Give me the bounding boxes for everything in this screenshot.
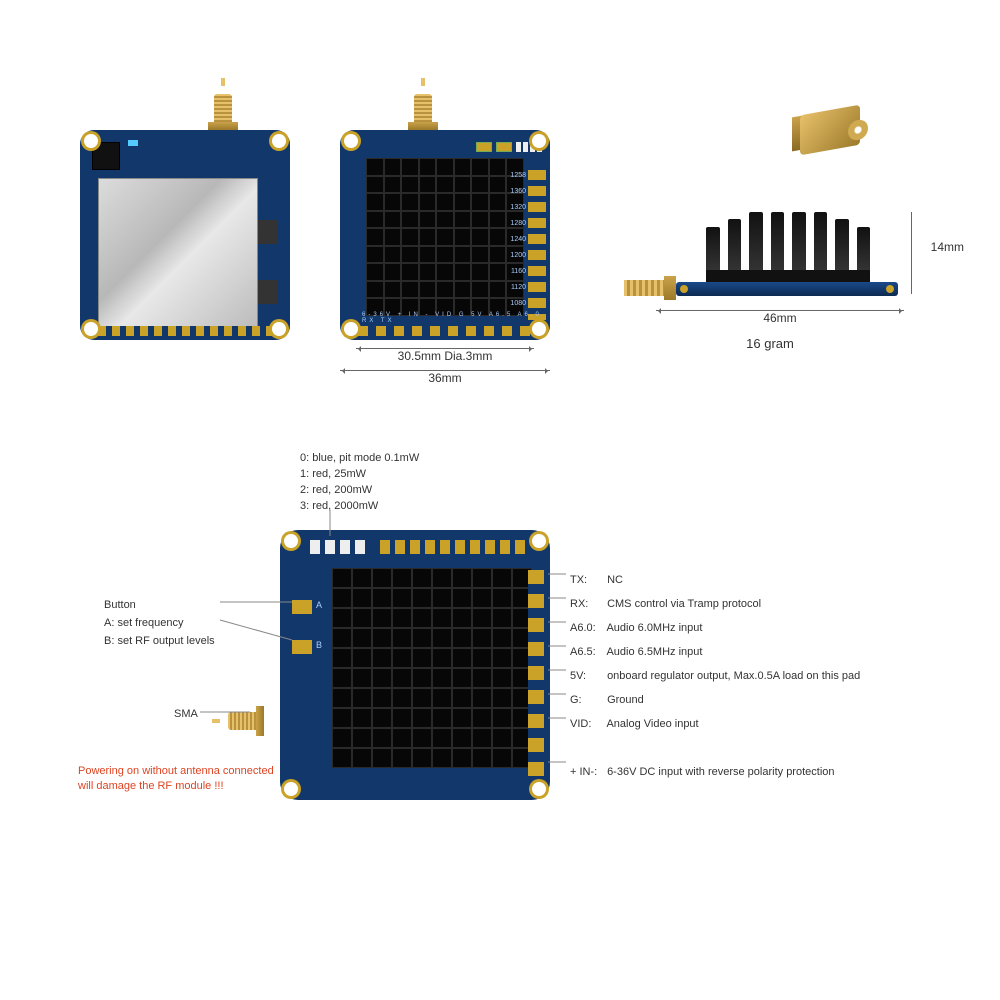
dimension-hole-pitch: 30.5mm Dia.3mm xyxy=(340,348,550,363)
inductor-icon xyxy=(258,280,278,304)
sma-callout-label: SMA xyxy=(174,708,198,720)
mount-hole-icon xyxy=(272,134,286,148)
pcb-front-view: 12581360 13201280 12401200 11601120 1080… xyxy=(340,130,550,340)
rf-shield-icon xyxy=(98,178,258,328)
pin-header-icon xyxy=(98,326,276,336)
button-b-icon xyxy=(292,640,312,654)
io-pads-icon xyxy=(528,570,544,786)
inductor-icon xyxy=(258,220,278,244)
dimension-height: 14mm xyxy=(931,240,964,254)
sma-connector-icon xyxy=(408,84,438,130)
frequency-pads-icon xyxy=(380,540,530,554)
mass-label: 16 gram xyxy=(620,336,920,351)
mount-hole-icon xyxy=(344,322,358,336)
sma-connector-iso-icon xyxy=(800,110,860,150)
sma-connector-icon xyxy=(208,84,238,130)
heatsink-icon xyxy=(332,568,532,768)
button-a-icon xyxy=(476,142,492,152)
button-legend: Button A: set frequency B: set RF output… xyxy=(104,596,215,650)
dimension-length: 46mm xyxy=(656,306,904,325)
status-led-icon xyxy=(128,140,138,146)
mount-hole-icon xyxy=(532,322,546,336)
frequency-silk-labels: 12581360 13201280 12401200 11601120 1080 xyxy=(510,168,526,312)
dimension-height-line xyxy=(911,212,912,294)
pin-legend: TX: NC RX: CMS control via Tramp protoco… xyxy=(570,568,860,784)
led-indicators-icon xyxy=(310,540,370,554)
mount-hole-icon xyxy=(284,782,298,796)
top-row: 12581360 13201280 12401200 11601120 1080… xyxy=(0,100,1000,390)
pcb-side-view: 14mm 46mm 16 gram xyxy=(620,100,920,390)
warning-text: Powering on without antenna connected wi… xyxy=(78,764,274,794)
mount-hole-icon xyxy=(344,134,358,148)
led-mode-legend: 0: blue, pit mode 0.1mW 1: red, 25mW 2: … xyxy=(300,450,419,514)
mount-hole-icon xyxy=(532,534,546,548)
frequency-pads-icon xyxy=(528,170,546,320)
pcb-detail-view xyxy=(280,530,550,800)
heatsink-side-icon xyxy=(706,212,870,270)
mount-hole-icon xyxy=(272,322,286,336)
pcb-back-view xyxy=(80,130,290,340)
mount-hole-icon xyxy=(84,322,98,336)
ic-chip-icon xyxy=(92,142,120,170)
mount-hole-icon xyxy=(284,534,298,548)
button-a-icon xyxy=(292,600,312,614)
pin-header-icon xyxy=(358,326,536,336)
sma-connector-icon xyxy=(218,706,264,736)
button-b-icon xyxy=(496,142,512,152)
pin-silk-text: 6-36V + IN - VID G 5V A6.5 A6.0 RX TX xyxy=(362,312,550,324)
mount-hole-icon xyxy=(84,134,98,148)
pcb-edge-icon xyxy=(676,282,898,296)
heatsink-icon xyxy=(366,158,524,316)
mount-hole-icon xyxy=(532,782,546,796)
mount-hole-icon xyxy=(532,134,546,148)
pinout-detail: 0: blue, pit mode 0.1mW 1: red, 25mW 2: … xyxy=(0,440,1000,1000)
sma-side-icon xyxy=(624,276,676,300)
dimension-board-width: 36mm xyxy=(340,366,550,385)
